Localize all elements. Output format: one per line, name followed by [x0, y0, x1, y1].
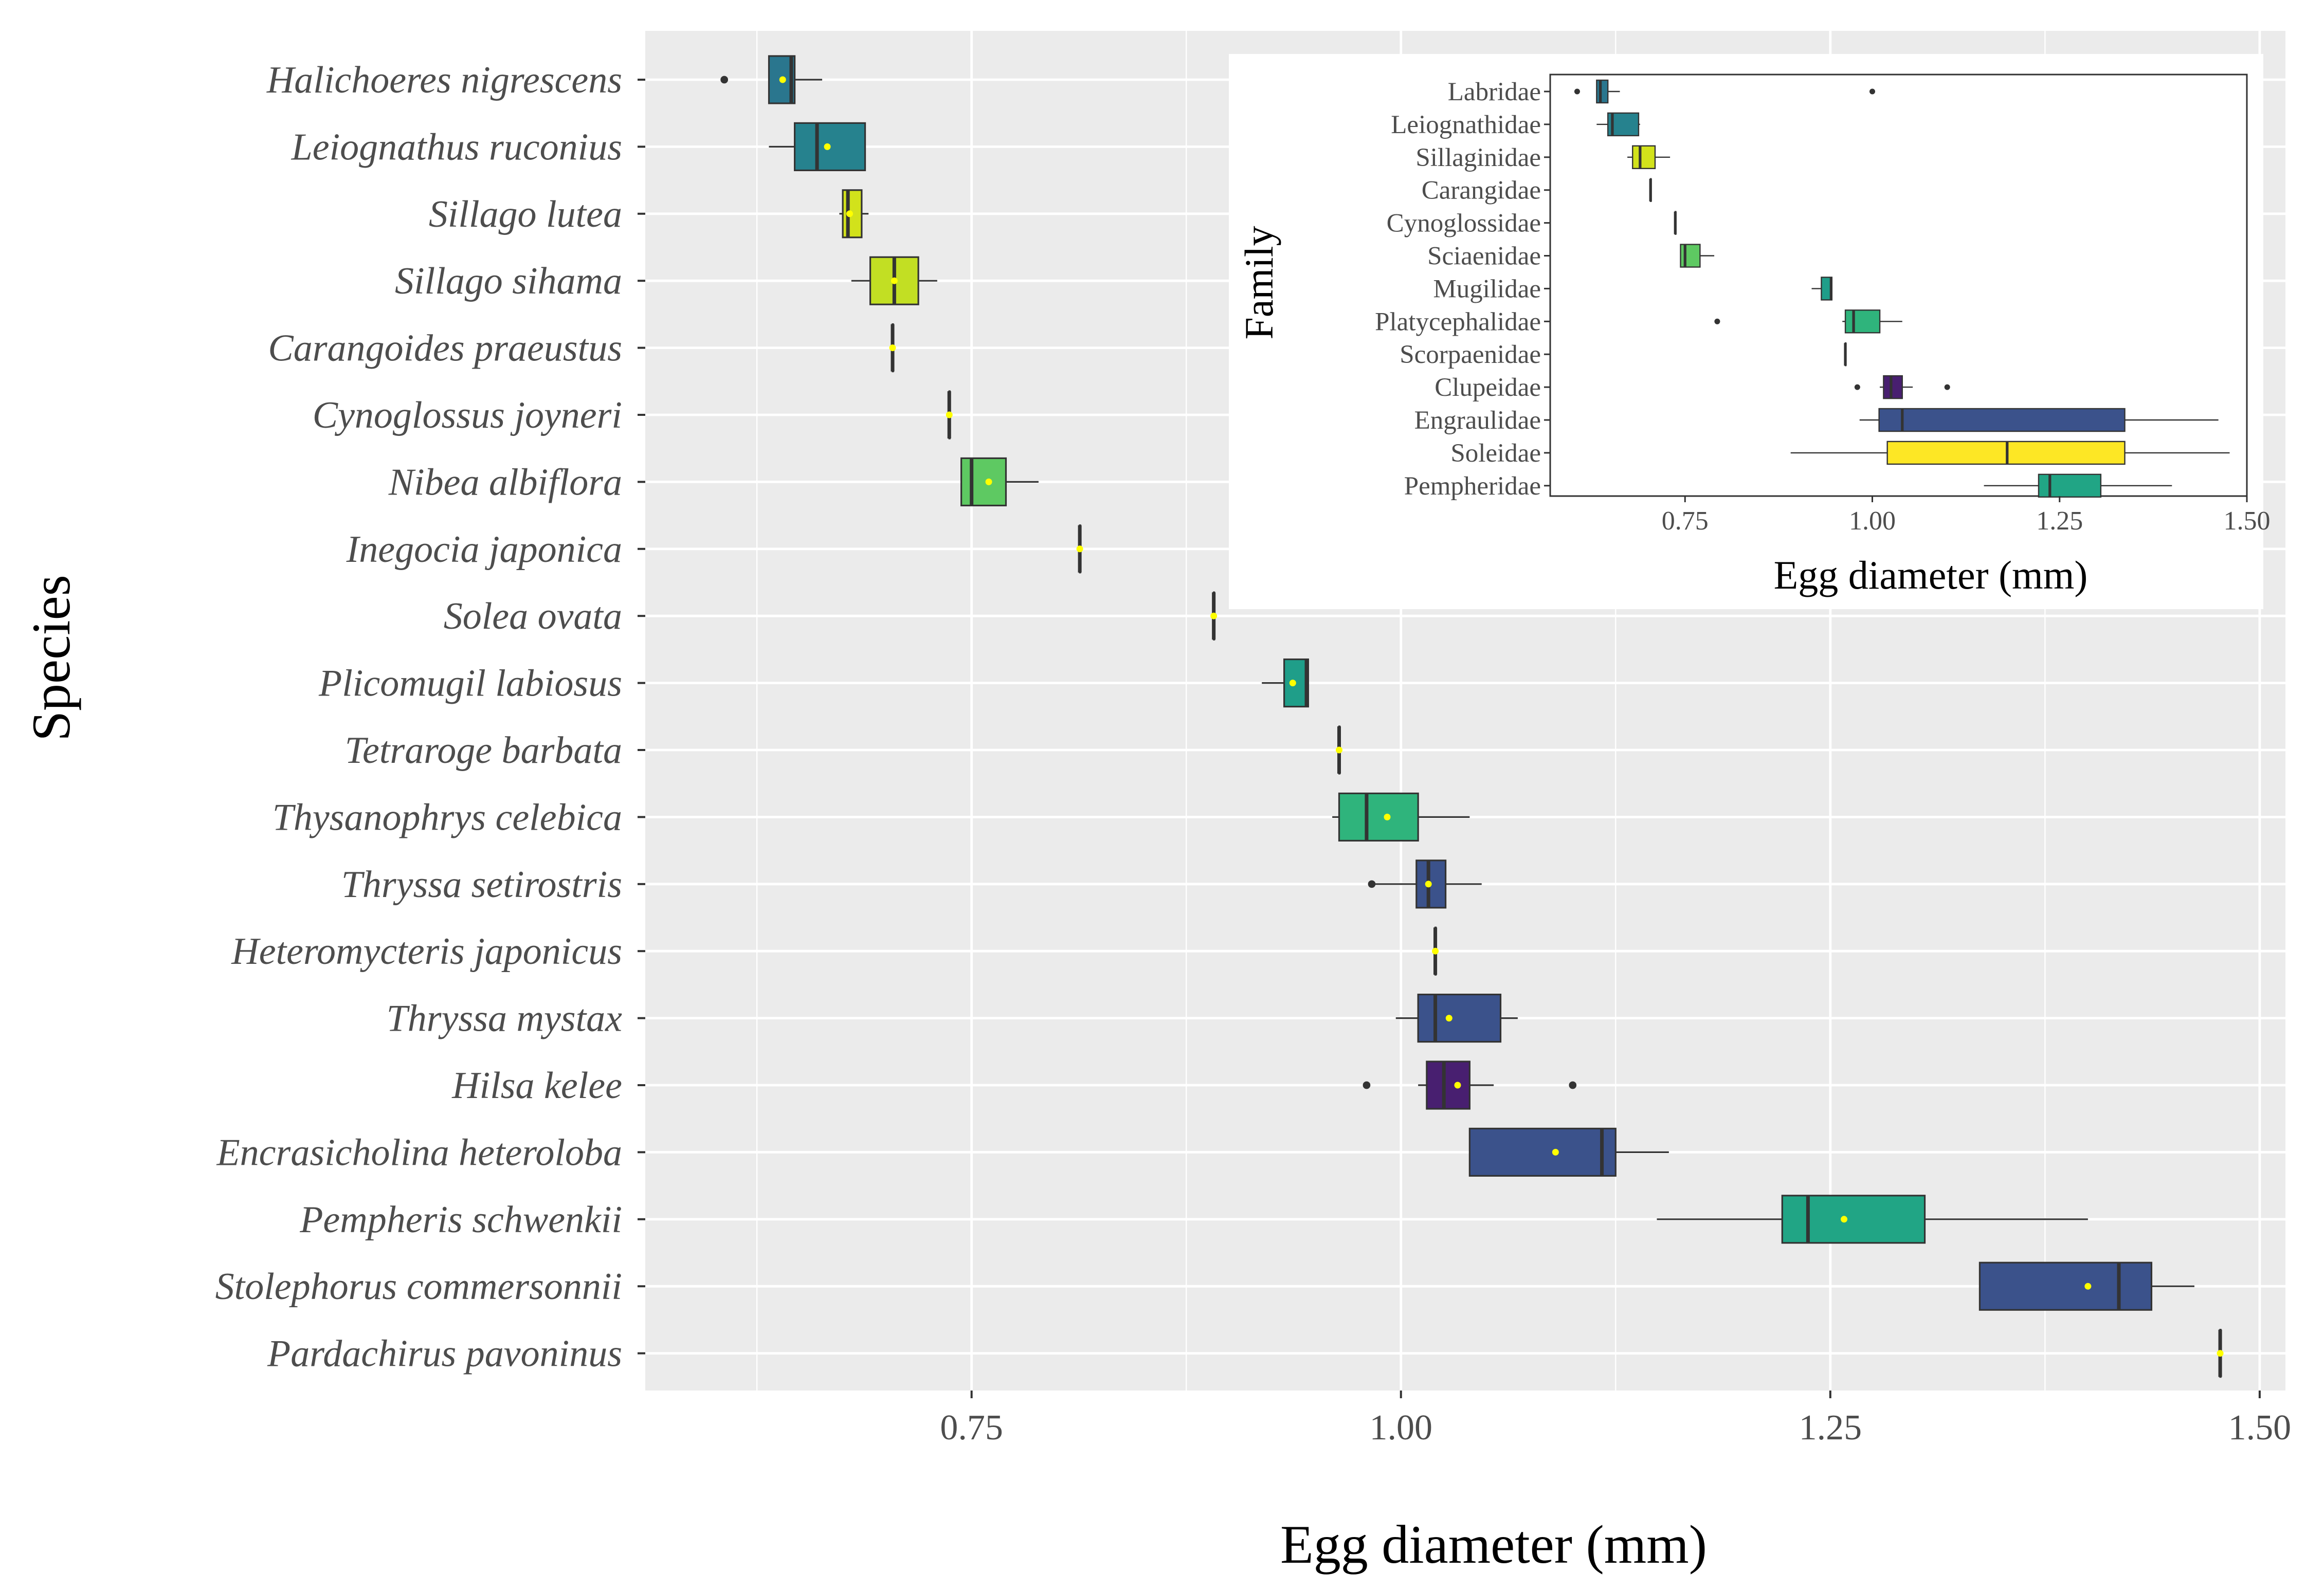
- inset-ytick-label-labridae: Labridae: [1448, 78, 1541, 106]
- inset-content: Labridae Leiognathidae Sillaginidae Carangi…: [1375, 74, 2271, 536]
- inset-ytick-label-mugilidae: Mugilidae: [1433, 275, 1541, 303]
- main-box-nibea-albiflora: [960, 457, 1007, 507]
- main-x-axis-title: Egg diameter (mm): [1280, 1514, 1707, 1575]
- main-ytick-label-thysanophrys-celebica: Thysanophrys celebica: [273, 796, 622, 838]
- main-mean-encrasicholina-heteroloba: [1552, 1148, 1559, 1156]
- main-mean-halichoeres-nigrescens: [779, 76, 786, 83]
- inset-outlier-labridae-0: [1574, 88, 1580, 95]
- main-ytick-label-leiognathus-ruconius: Leiognathus ruconius: [291, 126, 622, 168]
- inset-box-sciaenidae: [1680, 244, 1701, 268]
- main-outlier-hilsa-kelee-0: [1363, 1081, 1371, 1089]
- main-box-thysanophrys-celebica: [1338, 792, 1419, 842]
- main-mean-nibea-albiflora: [985, 478, 992, 485]
- inset-ytick-label-engraulidae: Engraulidae: [1414, 406, 1541, 435]
- main-box-pempheris-schwenkii: [1781, 1195, 1926, 1244]
- main-ytick-label-inegocia-japonica: Inegocia japonica: [346, 528, 622, 571]
- main-xtick-label-3: 1.50: [2228, 1408, 2292, 1448]
- main-ytick-label-pempheris-schwenkii: Pempheris schwenkii: [299, 1199, 622, 1241]
- main-mean-tetraroge-barbata: [1335, 746, 1342, 754]
- inset-ytick-label-sillaginidae: Sillaginidae: [1415, 143, 1541, 172]
- main-ytick-label-halichoeres-nigrescens: Halichoeres nigrescens: [266, 59, 622, 101]
- main-ytick-label-cynoglossus-joyneri: Cynoglossus joyneri: [313, 394, 622, 436]
- inset-box-sillaginidae: [1632, 145, 1656, 169]
- main-mean-sillago-sihama: [891, 277, 898, 284]
- main-mean-pardachirus-pavoninus: [2217, 1350, 2224, 1357]
- main-ytick-label-encrasicholina-heteroloba: Encrasicholina heteroloba: [216, 1131, 622, 1174]
- inset-y-axis-title: Family: [1237, 226, 1281, 339]
- main-mean-solea-ovata: [1210, 612, 1218, 619]
- main-mean-cynoglossus-joyneri: [946, 411, 953, 418]
- main-mean-thryssa-mystax: [1445, 1015, 1452, 1022]
- inset-box-clupeidae: [1883, 375, 1903, 399]
- main-mean-plicomugil-labiosus: [1289, 680, 1296, 687]
- inset-xtick-label-2: 1.25: [2036, 506, 2083, 536]
- main-box-sillago-lutea: [842, 189, 863, 239]
- main-mean-thysanophrys-celebica: [1384, 813, 1391, 820]
- inset-x-axis-title: Egg diameter (mm): [1774, 553, 2088, 597]
- main-outlier-thryssa-setirostris-0: [1368, 880, 1376, 888]
- main-box-encrasicholina-heteroloba: [1468, 1127, 1617, 1177]
- main-mean-thryssa-setirostris: [1425, 881, 1432, 888]
- inset-box-engraulidae: [1878, 408, 2126, 432]
- main-mean-inegocia-japonica: [1076, 545, 1083, 553]
- main-outlier-hilsa-kelee-1: [1569, 1081, 1577, 1089]
- main-ytick-label-sillago-sihama: Sillago sihama: [395, 260, 622, 302]
- main-box-plicomugil-labiosus: [1283, 658, 1309, 708]
- main-ytick-label-tetraroge-barbata: Tetraroge barbata: [345, 729, 622, 772]
- main-ytick-label-sillago-lutea: Sillago lutea: [429, 193, 622, 235]
- inset-ytick-label-soleidae: Soleidae: [1450, 439, 1541, 468]
- main-ytick-label-solea-ovata: Solea ovata: [444, 595, 622, 637]
- inset-ytick-label-carangidae: Carangidae: [1422, 176, 1541, 205]
- main-box-thryssa-mystax: [1417, 993, 1502, 1043]
- inset-outlier-clupeidae-1: [1944, 384, 1950, 390]
- main-ytick-label-carangoides-praeustus: Carangoides praeustus: [268, 327, 622, 370]
- main-ytick-label-hilsa-kelee: Hilsa kelee: [451, 1065, 622, 1107]
- inset-box-pempheridae: [2038, 473, 2102, 498]
- main-ytick-label-thryssa-setirostris: Thryssa setirostris: [341, 864, 622, 906]
- inset-ytick-label-leiognathidae: Leiognathidae: [1391, 111, 1541, 139]
- main-mean-leiognathus-ruconius: [824, 143, 831, 150]
- main-y-axis-title: Species: [21, 575, 81, 741]
- inset-panel-border: [1549, 74, 2248, 497]
- inset-ytick-label-pempheridae: Pempheridae: [1404, 472, 1541, 501]
- inset-ytick-label-scorpaenidae: Scorpaenidae: [1400, 340, 1541, 369]
- main-mean-sillago-lutea: [846, 210, 853, 217]
- main-mean-carangoides-praeustus: [889, 344, 896, 352]
- inset-ytick-label-cynoglossidae: Cynoglossidae: [1387, 209, 1541, 238]
- inset-plot: Labridae Leiognathidae Sillaginidae Carangi…: [1229, 54, 2271, 609]
- inset-outlier-clupeidae-0: [1854, 384, 1860, 390]
- main-ytick-label-stolephorus-commersonnii: Stolephorus commersonnii: [215, 1266, 622, 1308]
- main-xtick-label-0: 0.75: [940, 1408, 1003, 1448]
- inset-outlier-labridae-1: [1869, 88, 1876, 95]
- main-mean-pempheris-schwenkii: [1841, 1216, 1848, 1223]
- main-ytick-label-thryssa-mystax: Thryssa mystax: [387, 998, 623, 1040]
- main-ytick-label-nibea-albiflora: Nibea albiflora: [388, 461, 622, 503]
- inset-xtick-label-3: 1.50: [2224, 506, 2271, 536]
- main-mean-heteromycteris-japonicus: [1432, 947, 1439, 955]
- main-mean-stolephorus-commersonnii: [2084, 1283, 2092, 1290]
- inset-ytick-label-sciaenidae: Sciaenidae: [1427, 242, 1541, 271]
- main-xtick-label-1: 1.00: [1369, 1408, 1432, 1448]
- main-outlier-halichoeres-nigrescens-0: [720, 76, 729, 84]
- main-ytick-label-plicomugil-labiosus: Plicomugil labiosus: [318, 663, 622, 705]
- inset-xtick-label-1: 1.00: [1849, 506, 1896, 536]
- main-xtick-label-2: 1.25: [1799, 1408, 1862, 1448]
- main-ytick-label-pardachirus-pavoninus: Pardachirus pavoninus: [267, 1333, 622, 1375]
- inset-outlier-platycephalidae-0: [1714, 318, 1720, 324]
- inset-ytick-label-platycephalidae: Platycephalidae: [1375, 307, 1541, 336]
- inset-box-platycephalidae: [1844, 309, 1881, 334]
- main-mean-hilsa-kelee: [1454, 1082, 1461, 1089]
- inset-box-labridae: [1596, 79, 1609, 104]
- inset-ytick-label-clupeidae: Clupeidae: [1435, 373, 1541, 402]
- main-ytick-label-heteromycteris-japonicus: Heteromycteris japonicus: [231, 930, 622, 973]
- main-box-stolephorus-commersonnii: [1978, 1261, 2153, 1311]
- main-box-hilsa-kelee: [1426, 1060, 1470, 1110]
- inset-xtick-label-0: 0.75: [1662, 506, 1709, 536]
